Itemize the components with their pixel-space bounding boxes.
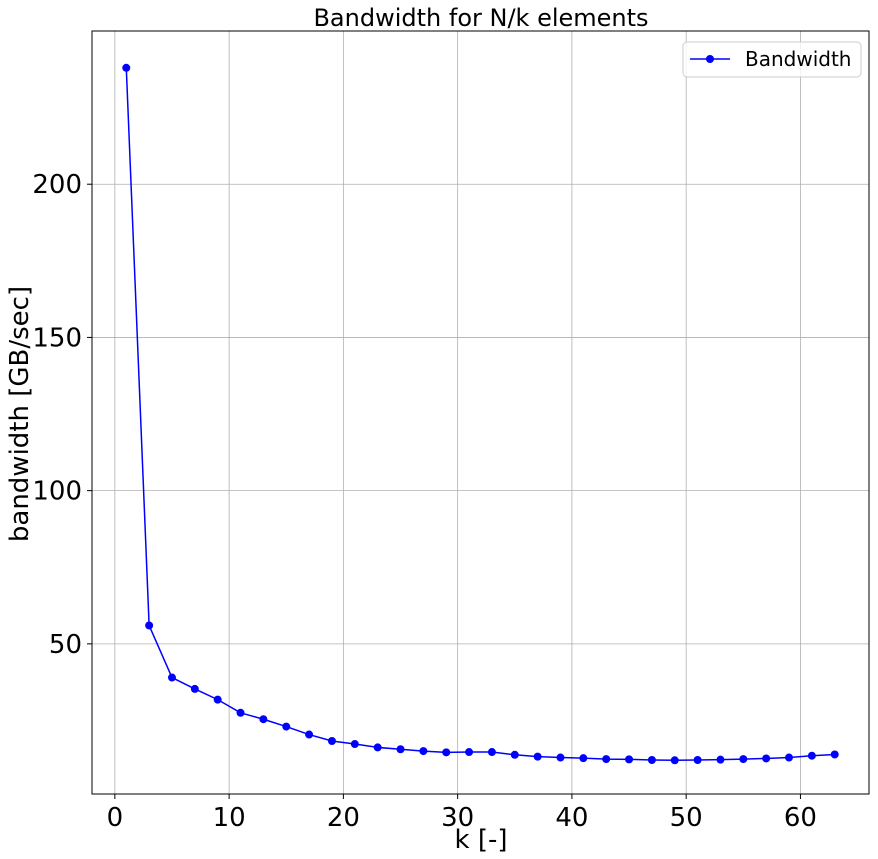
data-point <box>122 63 131 72</box>
y-axis-label: bandwidth [GB/sec] <box>5 286 35 542</box>
chart-title: Bandwidth for N/k elements <box>313 4 648 32</box>
data-point <box>442 748 451 757</box>
y-tick-label: 200 <box>32 170 82 200</box>
series-line-bandwidth <box>125 67 835 762</box>
data-point <box>807 751 816 760</box>
data-point <box>259 715 268 724</box>
data-point <box>670 756 679 765</box>
x-axis-label: k [-] <box>455 825 508 855</box>
data-point <box>647 755 656 764</box>
data-point <box>762 754 771 763</box>
y-tick-label: 100 <box>32 477 82 507</box>
x-tick-label: 30 <box>441 803 474 833</box>
data-point <box>579 754 588 763</box>
series-layer <box>122 63 839 765</box>
data-point <box>785 753 794 762</box>
data-point <box>350 740 359 749</box>
x-tick-label: 0 <box>107 803 124 833</box>
data-point <box>533 752 542 761</box>
legend-box <box>682 41 862 78</box>
data-point <box>693 755 702 764</box>
x-tick-label: 40 <box>555 803 588 833</box>
data-point <box>305 730 314 739</box>
grid <box>92 31 869 794</box>
data-point <box>602 755 611 764</box>
legend: Bandwidth <box>682 41 862 78</box>
data-point <box>830 750 839 759</box>
data-point <box>625 755 634 764</box>
data-point <box>419 747 428 756</box>
data-point <box>716 755 725 764</box>
ticks: 0 10 20 30 40 50 60 50 100 150 200 <box>32 170 817 833</box>
data-point <box>739 755 748 764</box>
data-point <box>145 621 154 630</box>
y-tick-label: 50 <box>49 630 82 660</box>
data-point <box>167 673 176 682</box>
data-point <box>236 708 245 717</box>
data-point <box>327 736 336 745</box>
x-tick-label: 60 <box>784 803 817 833</box>
data-point <box>556 753 565 762</box>
data-point <box>510 750 519 759</box>
data-point <box>465 748 474 757</box>
x-tick-label: 50 <box>670 803 703 833</box>
data-point <box>373 743 382 752</box>
data-point <box>282 722 291 731</box>
x-tick-label: 20 <box>327 803 360 833</box>
x-tick-label: 10 <box>213 803 246 833</box>
data-point <box>487 748 496 757</box>
data-point <box>190 684 199 693</box>
legend-marker-swatch <box>706 55 714 63</box>
plot-frame <box>91 30 870 795</box>
data-point <box>213 695 222 704</box>
data-point <box>396 745 405 754</box>
legend-label-bandwidth: Bandwidth <box>745 47 851 71</box>
y-tick-label: 150 <box>32 323 82 353</box>
